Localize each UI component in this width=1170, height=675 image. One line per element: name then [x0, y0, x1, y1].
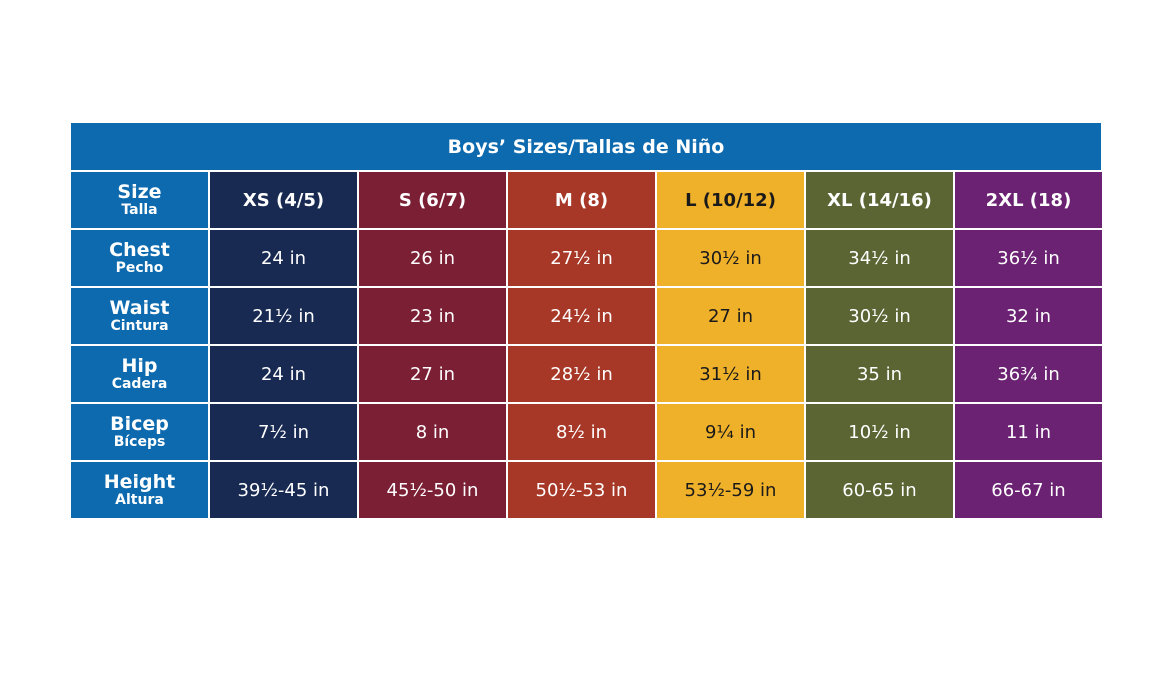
- table-cell: 10½ in: [806, 404, 953, 460]
- size-chart: Boys’ Sizes/Tallas de Niño Size Talla XS…: [71, 123, 1102, 519]
- row-sublabel: Altura: [115, 491, 164, 508]
- size-header-2xl: 2XL (18): [955, 172, 1102, 228]
- table-cell: 8 in: [359, 404, 506, 460]
- table-cell: 32 in: [955, 288, 1102, 344]
- table-cell: 27 in: [359, 346, 506, 402]
- size-table: Size Talla XS (4/5) S (6/7) M (8) L (10/…: [71, 172, 1102, 519]
- table-cell: 24½ in: [508, 288, 655, 344]
- row-sublabel: Pecho: [115, 259, 164, 276]
- table-cell: 28½ in: [508, 346, 655, 402]
- size-label: Size: [117, 180, 162, 203]
- chart-title: Boys’ Sizes/Tallas de Niño: [71, 123, 1101, 170]
- row-sublabel: Cintura: [110, 317, 169, 334]
- table-cell: 27 in: [657, 288, 804, 344]
- table-cell: 24 in: [210, 230, 357, 286]
- table-cell: 45½-50 in: [359, 462, 506, 518]
- row-label: Waist: [109, 296, 170, 319]
- table-cell: 66-67 in: [955, 462, 1102, 518]
- row-label-chest: Chest Pecho: [71, 230, 208, 286]
- size-header-l: L (10/12): [657, 172, 804, 228]
- size-header-xs: XS (4/5): [210, 172, 357, 228]
- row-label: Height: [103, 470, 176, 493]
- row-label: Bicep: [110, 412, 169, 435]
- row-sublabel: Bíceps: [113, 433, 166, 450]
- size-header-xl: XL (14/16): [806, 172, 953, 228]
- header-size-label: Size Talla: [71, 172, 208, 228]
- table-cell: 11 in: [955, 404, 1102, 460]
- table-cell: 8½ in: [508, 404, 655, 460]
- table-cell: 27½ in: [508, 230, 655, 286]
- table-cell: 23 in: [359, 288, 506, 344]
- table-cell: 36½ in: [955, 230, 1102, 286]
- row-label-waist: Waist Cintura: [71, 288, 208, 344]
- table-cell: 30½ in: [657, 230, 804, 286]
- size-sublabel: Talla: [121, 201, 158, 218]
- table-cell: 35 in: [806, 346, 953, 402]
- table-cell: 9¼ in: [657, 404, 804, 460]
- table-cell: 34½ in: [806, 230, 953, 286]
- table-cell: 26 in: [359, 230, 506, 286]
- row-label-bicep: Bicep Bíceps: [71, 404, 208, 460]
- table-cell: 7½ in: [210, 404, 357, 460]
- table-cell: 53½-59 in: [657, 462, 804, 518]
- table-cell: 31½ in: [657, 346, 804, 402]
- row-label: Chest: [109, 238, 170, 261]
- row-label-hip: Hip Cadera: [71, 346, 208, 402]
- size-header-s: S (6/7): [359, 172, 506, 228]
- table-cell: 60-65 in: [806, 462, 953, 518]
- size-header-m: M (8): [508, 172, 655, 228]
- row-label-height: Height Altura: [71, 462, 208, 518]
- row-sublabel: Cadera: [111, 375, 168, 392]
- table-cell: 39½-45 in: [210, 462, 357, 518]
- table-cell: 50½-53 in: [508, 462, 655, 518]
- table-cell: 30½ in: [806, 288, 953, 344]
- row-label: Hip: [121, 354, 158, 377]
- table-cell: 21½ in: [210, 288, 357, 344]
- table-cell: 24 in: [210, 346, 357, 402]
- table-cell: 36¾ in: [955, 346, 1102, 402]
